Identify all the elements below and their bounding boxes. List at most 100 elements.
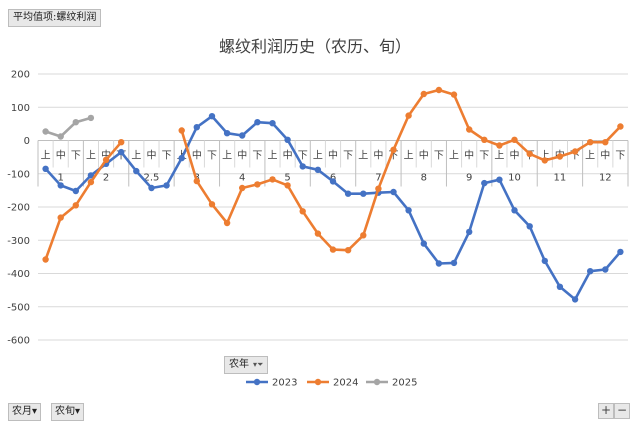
y-tick-label: -400 <box>7 269 30 280</box>
x-inner-label: 下 <box>434 151 444 162</box>
data-point-2023 <box>496 176 503 183</box>
data-point-2023 <box>208 113 216 120</box>
x-inner-label: 中 <box>192 149 202 162</box>
data-point-2024 <box>420 90 427 98</box>
x-inner-label: 中 <box>464 149 474 162</box>
data-point-2024 <box>496 142 503 149</box>
series-2023 <box>42 113 624 303</box>
data-point-2024 <box>587 139 594 146</box>
axis-field-button-xun[interactable]: 农旬▾ <box>51 403 85 421</box>
x-outer-label: 5 <box>284 173 290 184</box>
data-point-2024 <box>208 201 216 208</box>
dropdown-arrow-icon: ▾ <box>32 406 38 417</box>
data-point-2024 <box>617 123 624 130</box>
collapse-button[interactable]: − <box>614 403 630 419</box>
data-point-2024 <box>602 139 609 146</box>
minus-icon: − <box>616 403 628 417</box>
data-point-2023 <box>87 172 95 179</box>
legend-marker <box>314 378 322 386</box>
x-inner-label: 中 <box>56 149 66 162</box>
chart-title: 螺纹利润历史（农历、旬） <box>219 37 411 56</box>
data-point-2024 <box>102 156 110 163</box>
value-field-button[interactable]: 平均值项:螺纹利润 <box>8 9 102 27</box>
x-outer-label: 1 <box>58 173 64 184</box>
value-field-label: 平均值项:螺纹利润 <box>13 12 97 23</box>
x-inner-label: 中 <box>600 149 610 162</box>
data-point-2025 <box>72 119 80 126</box>
data-point-2023 <box>42 165 49 172</box>
x-inner-label: 中 <box>510 149 520 162</box>
legend-label: 2023 <box>272 378 297 389</box>
data-point-2023 <box>344 190 352 197</box>
x-inner-label: 上 <box>494 150 504 162</box>
data-point-2023 <box>118 148 125 156</box>
data-point-2023 <box>602 266 609 273</box>
x-inner-label: 下 <box>207 151 217 162</box>
data-point-2023 <box>133 167 140 175</box>
data-point-2023 <box>57 182 64 189</box>
data-point-2023 <box>360 190 367 197</box>
x-axis-category-labels: 上中下上中下上中下上中下上中下上中下上中下上中下上中下上中下上中下上中下上中下1… <box>37 140 629 187</box>
x-outer-label: 6 <box>330 173 336 184</box>
data-point-2023 <box>571 296 579 303</box>
data-point-2023 <box>299 163 306 170</box>
legend-label: 2025 <box>392 378 417 389</box>
x-inner-label: 上 <box>585 150 595 162</box>
data-point-2023 <box>284 136 291 143</box>
x-inner-label: 中 <box>237 149 247 162</box>
data-point-2023 <box>556 283 564 290</box>
data-point-2023 <box>541 257 548 265</box>
y-tick-label: -300 <box>7 236 30 247</box>
data-point-2024 <box>556 153 564 160</box>
data-point-2024 <box>526 150 533 157</box>
x-outer-label: 10 <box>508 173 521 184</box>
data-point-2024 <box>57 214 64 221</box>
x-inner-label: 中 <box>419 149 429 162</box>
dropdown-arrow-icon: ▾ <box>75 406 81 417</box>
data-point-2024 <box>314 230 322 237</box>
x-inner-label: 下 <box>615 151 625 162</box>
data-point-2024 <box>511 136 518 143</box>
data-point-2023 <box>511 207 518 214</box>
y-tick-label: -500 <box>7 302 30 313</box>
data-point-2024 <box>435 86 443 94</box>
filter-funnel-icon: ▾⏷ <box>253 360 264 369</box>
data-point-2024 <box>193 177 200 185</box>
x-inner-label: 中 <box>101 149 111 162</box>
filter-field-button[interactable]: 农年 ▾⏷ <box>224 356 269 374</box>
legend-item-2025: 2025 <box>366 378 417 389</box>
series-line-2023 <box>44 114 622 301</box>
data-point-2023 <box>269 120 276 127</box>
x-inner-label: 下 <box>298 151 308 162</box>
x-inner-label: 下 <box>162 151 172 162</box>
x-inner-label: 下 <box>479 151 489 162</box>
data-point-2023 <box>163 182 170 189</box>
y-tick-label: 200 <box>11 70 30 81</box>
expand-button[interactable]: + <box>598 403 614 419</box>
data-point-2023 <box>405 207 412 214</box>
data-point-2023 <box>450 259 458 267</box>
data-point-2023 <box>617 248 624 256</box>
data-point-2025 <box>42 128 49 135</box>
data-point-2023 <box>178 154 185 162</box>
data-point-2023 <box>587 268 594 275</box>
x-inner-label: 上 <box>449 150 459 162</box>
data-point-2024 <box>329 246 337 253</box>
x-inner-label: 下 <box>570 151 580 162</box>
x-outer-label: 11 <box>554 173 567 184</box>
x-inner-label: 上 <box>540 150 550 162</box>
series-line-2025 <box>44 116 93 138</box>
data-point-2023 <box>420 240 427 247</box>
x-inner-label: 中 <box>283 149 293 162</box>
data-point-2023 <box>254 119 261 126</box>
x-inner-label: 中 <box>146 149 156 162</box>
x-inner-label: 下 <box>343 151 353 162</box>
data-point-2023 <box>148 184 155 192</box>
x-inner-label: 下 <box>116 151 126 162</box>
axis-field-button-month[interactable]: 农月▾ <box>8 403 42 421</box>
data-point-2024 <box>72 202 80 209</box>
data-point-2024 <box>239 184 246 192</box>
x-outer-label: 4 <box>239 173 245 184</box>
x-inner-label: 上 <box>222 150 232 162</box>
legend-item-2024: 2024 <box>307 378 358 389</box>
